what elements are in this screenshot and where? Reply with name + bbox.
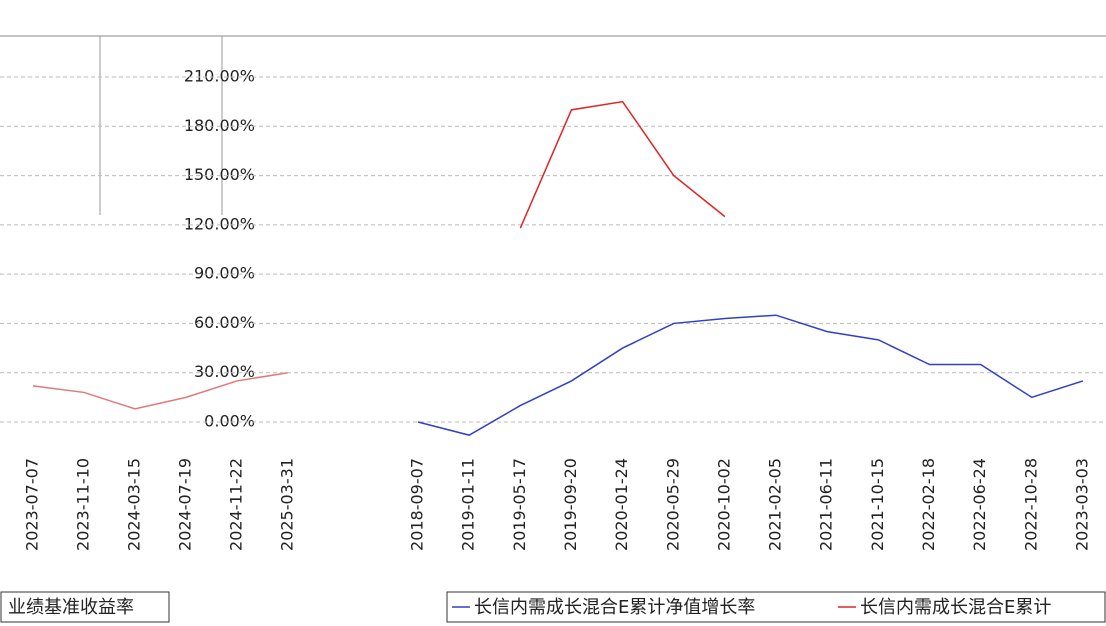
x-tick-label: 2023-07-07 [23,458,42,551]
y-tick-label: 90.00% [194,264,255,283]
series-line [417,314,1084,436]
series-line [32,371,289,410]
y-tick-label: 30.00% [194,362,255,381]
legend-label: 长信内需成长混合E累计 [860,597,1051,618]
x-tick-label: 2022-02-18 [919,458,938,551]
x-tick-label: 2022-10-28 [1021,458,1040,551]
legend-box [0,591,170,623]
x-tick-label: 2023-11-10 [74,458,93,551]
y-tick-label: 120.00% [184,214,255,233]
x-tick-label: 2024-11-22 [227,458,246,551]
x-tick-label: 2024-03-15 [125,458,144,551]
y-tick-label: 0.00% [204,412,255,431]
x-tick-label: 2023-03-03 [1072,458,1091,551]
x-tick-label: 2019-09-20 [561,458,580,551]
x-tick-label: 2019-05-17 [510,458,529,551]
x-tick-label: 2024-07-19 [176,458,195,551]
x-tick-label: 2018-09-07 [408,458,427,551]
x-tick-label: 2025-03-31 [278,458,297,551]
x-tick-label: 2021-06-11 [817,458,836,551]
legend-label: 业绩基准收益率 [8,597,134,618]
x-tick-label: 2020-01-24 [612,458,631,551]
x-tick-label: 2022-06-24 [970,458,989,551]
x-tick-label: 2020-05-29 [663,458,682,551]
series-line [519,100,726,229]
x-tick-label: 2019-01-11 [459,458,478,551]
y-tick-label: 150.00% [184,165,255,184]
x-tick-label: 2021-10-15 [868,458,887,551]
x-tick-label: 2020-10-02 [714,458,733,551]
y-tick-label: 210.00% [184,67,255,86]
x-tick-label: 2021-02-05 [766,458,785,551]
y-tick-label: 180.00% [184,116,255,135]
legend-box [446,591,1106,623]
y-tick-label: 60.00% [194,313,255,332]
legend-label: 长信内需成长混合E累计净值增长率 [474,597,755,618]
